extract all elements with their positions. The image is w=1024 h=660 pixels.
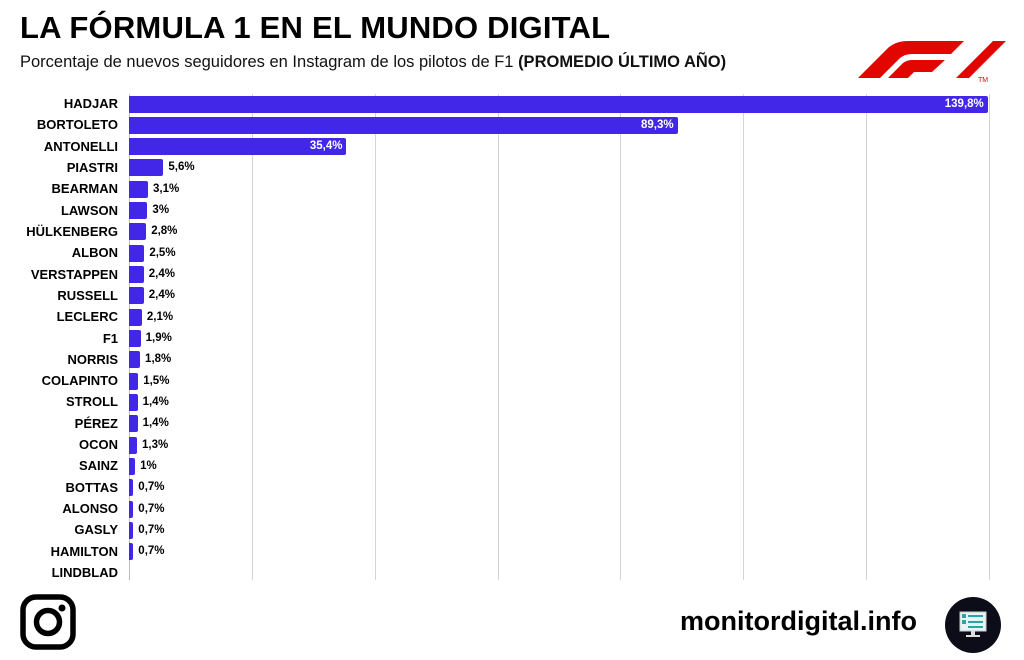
page-title: LA FÓRMULA 1 EN EL MUNDO DIGITAL	[20, 10, 611, 45]
category-label: ALONSO	[62, 501, 118, 517]
bar	[129, 543, 134, 561]
category-label: NORRIS	[67, 351, 118, 367]
bar	[129, 330, 141, 348]
bar	[129, 202, 148, 220]
monitor-icon	[945, 597, 1001, 653]
bar	[129, 479, 134, 497]
category-label: OCON	[79, 437, 118, 453]
category-label: LINDBLAD	[51, 565, 118, 581]
bar	[129, 244, 145, 262]
data-label: 35,4%	[309, 140, 343, 153]
bar	[129, 521, 134, 539]
data-label: 1,3%	[141, 438, 169, 451]
category-label: HADJAR	[63, 96, 118, 111]
data-label: 2,4%	[148, 289, 175, 302]
data-label: 1,4%	[142, 395, 169, 408]
category-label: BORTOLETO	[36, 117, 118, 133]
category-label: SAINZ	[79, 458, 118, 474]
bar	[129, 436, 137, 454]
subtitle-bold: (PROMEDIO ÚLTIMO AÑO)	[518, 53, 727, 71]
bar	[129, 457, 136, 475]
bar	[129, 500, 134, 518]
data-label: 1,8%	[145, 353, 172, 366]
category-label: STROLL	[66, 394, 118, 410]
data-label: 0,7%	[138, 523, 165, 536]
data-label: 0,7%	[138, 502, 165, 515]
data-label: 1%	[140, 459, 157, 472]
gridline	[251, 94, 253, 580]
category-label: ALBON	[71, 245, 118, 261]
category-label: PIASTRI	[66, 159, 118, 175]
category-label: BEARMAN	[51, 181, 118, 197]
subtitle: Porcentaje de nuevos seguidores en Insta…	[20, 53, 726, 72]
gridline	[989, 94, 990, 580]
data-label: 1,9%	[145, 332, 172, 345]
gridline	[374, 94, 376, 580]
data-label: 3%	[152, 204, 170, 217]
data-label: 89,3%	[640, 118, 674, 131]
bar	[129, 415, 138, 433]
data-label: 3,1%	[153, 182, 180, 195]
category-label: GASLY	[74, 522, 118, 538]
bar	[129, 308, 142, 326]
bar	[129, 393, 138, 411]
category-label: LAWSON	[60, 202, 118, 218]
bar	[129, 372, 139, 390]
category-label: RUSSELL	[57, 287, 118, 303]
subtitle-text: Porcentaje de nuevos seguidores en Insta…	[20, 53, 519, 71]
category-label: ANTONELLI	[43, 138, 118, 154]
gridline	[743, 94, 745, 580]
category-label: LECLERC	[56, 309, 118, 325]
data-label: 5,6%	[168, 161, 195, 174]
gridline	[866, 94, 868, 580]
bar-chart: HADJAR 139,8% BORTOLETO 89,3% ANTONELLI 35,4%…	[26, 94, 990, 581]
data-label: 0,7%	[138, 481, 165, 494]
category-label: HÜLKENBERG	[26, 223, 118, 239]
category-label: VERSTAPPEN	[30, 266, 118, 282]
category-label: COLAPINTO	[41, 373, 118, 389]
data-label: 2,1%	[146, 310, 174, 323]
category-label: HAMILTON	[50, 543, 118, 559]
f1-logo-icon: TM	[858, 41, 1006, 83]
data-label: 1,5%	[143, 374, 170, 387]
bar	[129, 138, 347, 156]
data-label: 0,7%	[138, 545, 165, 558]
bar	[129, 223, 147, 241]
bar	[129, 266, 144, 284]
data-label: 2,8%	[151, 225, 178, 238]
data-label: 139,8%	[944, 97, 984, 110]
category-label: PÉREZ	[74, 415, 118, 431]
bar	[129, 180, 149, 198]
bar	[129, 116, 678, 134]
data-label: 1,4%	[142, 417, 169, 430]
site-name: monitordigital.info	[680, 606, 917, 636]
data-label: 2,5%	[149, 246, 176, 259]
bar	[129, 351, 141, 369]
svg-text:TM: TM	[978, 77, 988, 83]
bar	[129, 95, 988, 113]
data-label: 2,4%	[148, 268, 175, 281]
category-label: BOTTAS	[65, 479, 118, 495]
gridline	[620, 94, 622, 580]
gridline	[497, 94, 499, 580]
instagram-icon	[20, 594, 76, 650]
bar	[129, 287, 144, 305]
bar	[129, 159, 164, 177]
category-label: F1	[102, 330, 118, 346]
